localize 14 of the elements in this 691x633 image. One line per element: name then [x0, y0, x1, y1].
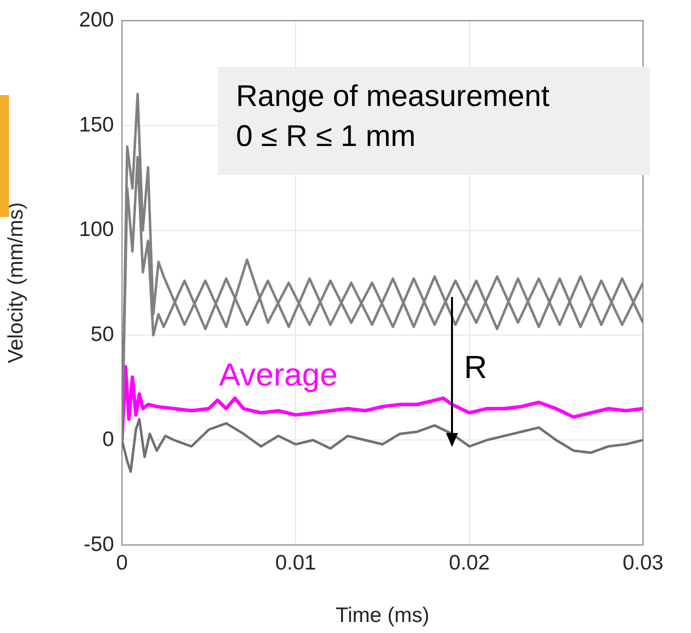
y-tick-label: 100	[78, 218, 114, 242]
x-axis-title: Time (ms)	[336, 604, 430, 628]
y-tick-label: 150	[78, 113, 114, 136]
text-box: Range of measurement 0 ≤ R ≤ 1 mm	[218, 67, 650, 175]
series-label: Average	[218, 356, 338, 393]
x-tick-label: 0.03	[622, 551, 664, 574]
y-tick-label: -50	[84, 532, 114, 556]
y-axis-title: Velocity (mm/ms)	[4, 202, 28, 364]
x-tick-label: 0.01	[275, 551, 316, 574]
y-tick-label: 0	[102, 428, 114, 451]
x-tick-label: 0.02	[448, 551, 490, 574]
annotation: R	[464, 349, 488, 386]
y-tick-label: 50	[90, 323, 114, 346]
y-tick-label: 200	[78, 8, 114, 32]
